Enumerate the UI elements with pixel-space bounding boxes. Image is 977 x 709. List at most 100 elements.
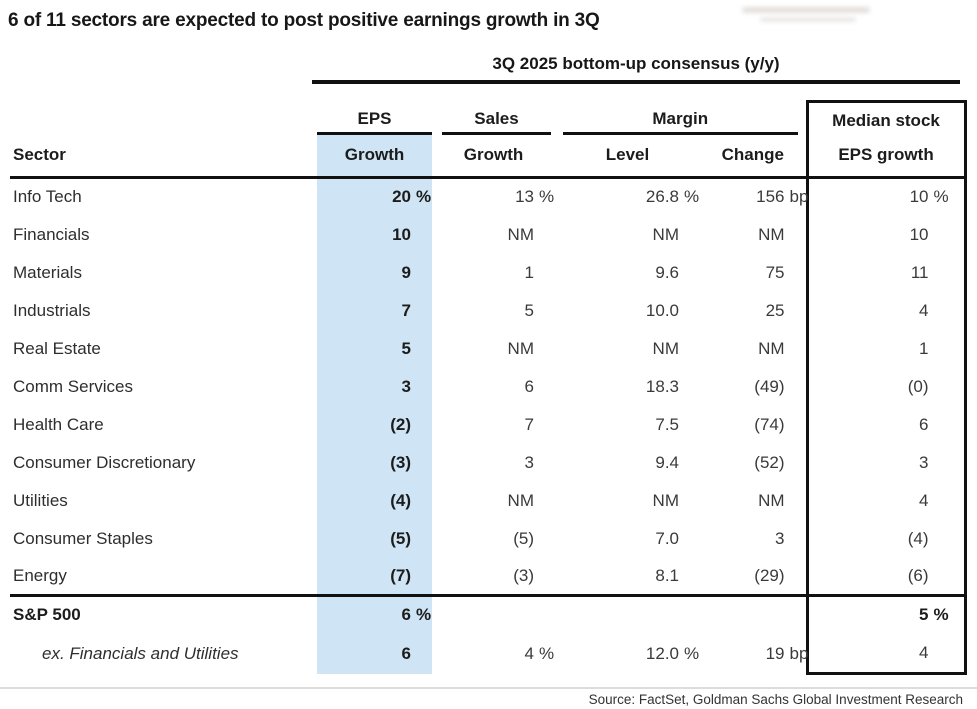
- margin-level-value: NM: [652, 224, 679, 244]
- sector-name: Info Tech: [13, 187, 82, 207]
- margin-level-value: NM: [652, 338, 679, 358]
- sector-name: Utilities: [13, 490, 68, 510]
- median-eps-growth-value: 11: [805, 253, 967, 292]
- margin-level-value: 9.6: [655, 262, 679, 282]
- margin-change-value: 75: [765, 262, 785, 282]
- source-attribution: Source: FactSet, Goldman Sachs Global In…: [588, 692, 963, 707]
- sales-growth-value: 6: [524, 376, 534, 396]
- col-group-margin: Margin: [555, 102, 807, 135]
- table-span-header: 3Q 2025 bottom-up consensus (y/y): [312, 54, 960, 84]
- sales-growth-value: (3): [513, 565, 534, 585]
- sector-name: Health Care: [13, 414, 104, 434]
- sector-name: Materials: [13, 262, 82, 282]
- margin-level-value: 26.8%: [645, 187, 700, 207]
- sector-earnings-table: EPS Sales Margin Median stock Sector Gro…: [10, 100, 967, 675]
- margin-change-value: NM: [758, 338, 785, 358]
- table-row-consumer-staples: Consumer Staples (5) (5) 7.0 3 (4): [10, 519, 967, 558]
- margin-change-value: (29): [754, 565, 785, 585]
- sales-growth-value: 1: [524, 262, 534, 282]
- sales-growth-value: NM: [507, 224, 534, 244]
- median-eps-growth-value: (6): [805, 557, 967, 596]
- sales-growth-value: (5): [513, 528, 534, 548]
- table-row-comm-services: Comm Services 3 6 18.3 (49) (0): [10, 367, 967, 406]
- margin-change-value: 19 bp: [765, 643, 809, 663]
- sales-growth-value: 3: [524, 452, 534, 472]
- eps-growth-value: (3): [317, 443, 432, 482]
- eps-growth-value: 6: [317, 633, 432, 674]
- col-header-sales-growth: Growth: [432, 134, 555, 179]
- margin-change-value: (49): [754, 376, 785, 396]
- empty-corner-cell: [10, 102, 317, 135]
- margin-level-value: [555, 594, 700, 634]
- col-group-sales: Sales: [432, 102, 555, 135]
- figure-title: 6 of 11 sectors are expected to post pos…: [8, 10, 600, 31]
- table-row-energy: Energy (7) (3) 8.1 (29) (6): [10, 557, 967, 596]
- margin-level-value: 12.0%: [645, 643, 700, 663]
- sales-growth-value: 5: [524, 300, 534, 320]
- table-row-materials: Materials 9 1 9.6 75 11: [10, 253, 967, 292]
- margin-level-value: 7.0: [655, 528, 679, 548]
- sales-growth-value: 7: [524, 414, 534, 434]
- col-group-eps: EPS: [317, 102, 432, 135]
- col-header-margin-level: Level: [555, 134, 700, 179]
- median-eps-growth-value: 10: [805, 215, 967, 254]
- median-eps-growth-value: 3: [805, 443, 967, 482]
- table-row-sp500-total: S&P 500 6% 5%: [10, 594, 967, 634]
- eps-growth-value: 20%: [317, 177, 432, 216]
- sales-growth-value: NM: [507, 490, 534, 510]
- table-row-financials: Financials 10 NM NM NM 10: [10, 215, 967, 254]
- margin-change-value: 25: [765, 300, 785, 320]
- margin-level-value: NM: [652, 490, 679, 510]
- median-eps-growth-value: 4: [805, 481, 967, 520]
- table-row-utilities: Utilities (4) NM NM NM 4: [10, 481, 967, 520]
- median-eps-growth-value: 4: [805, 291, 967, 330]
- median-eps-growth-value: 5%: [805, 594, 967, 634]
- margin-level-value: 8.1: [655, 565, 679, 585]
- sector-name: Comm Services: [13, 376, 133, 396]
- sales-growth-value: 13%: [515, 187, 555, 207]
- margin-change-value: (52): [754, 452, 785, 472]
- margin-change-value: NM: [758, 490, 785, 510]
- margin-level-value: 10.0: [645, 300, 679, 320]
- table-row-real-estate: Real Estate 5 NM NM NM 1: [10, 329, 967, 368]
- sector-name: Consumer Discretionary: [13, 452, 196, 472]
- col-group-median-stock: Median stock: [805, 100, 967, 135]
- eps-growth-value: 9: [317, 253, 432, 292]
- sector-name: Real Estate: [13, 338, 101, 358]
- table-row-health-care: Health Care (2) 7 7.5 (74) 6: [10, 405, 967, 444]
- print-artifact-smudge: [742, 7, 870, 22]
- eps-growth-value: 5: [317, 329, 432, 368]
- col-header-sector: Sector: [10, 134, 317, 179]
- margin-level-value: 18.3: [645, 376, 679, 396]
- sector-name: S&P 500: [10, 594, 317, 634]
- eps-growth-value: 10: [317, 215, 432, 254]
- sector-name: Financials: [13, 224, 90, 244]
- table-row-industrials: Industrials 7 5 10.0 25 4: [10, 291, 967, 330]
- sales-growth-value: 4%: [524, 643, 555, 663]
- margin-level-value: 7.5: [655, 414, 679, 434]
- sector-name: Industrials: [13, 300, 91, 320]
- median-eps-growth-value: (4): [805, 519, 967, 558]
- sector-name: ex. Financials and Utilities: [42, 643, 239, 663]
- sector-name: Energy: [13, 565, 67, 585]
- eps-growth-value: 3: [317, 367, 432, 406]
- margin-level-value: 9.4: [655, 452, 679, 472]
- margin-change-value: [700, 594, 808, 634]
- col-header-median-eps-growth: EPS growth: [805, 134, 967, 179]
- table-row-consumer-discretionary: Consumer Discretionary (3) 3 9.4 (52) 3: [10, 443, 967, 482]
- column-header-row: Sector Growth Growth Level Change EPS gr…: [10, 134, 967, 179]
- sales-growth-value: [432, 594, 555, 634]
- margin-change-value: NM: [758, 224, 785, 244]
- sector-name: Consumer Staples: [13, 528, 153, 548]
- bottom-divider: [0, 687, 977, 689]
- eps-growth-value: (5): [317, 519, 432, 558]
- eps-growth-value: 7: [317, 291, 432, 330]
- col-header-eps-growth: Growth: [317, 134, 432, 179]
- median-eps-growth-value: 6: [805, 405, 967, 444]
- eps-growth-value: (7): [317, 557, 432, 596]
- margin-change-value: (74): [754, 414, 785, 434]
- column-group-row: EPS Sales Margin Median stock: [10, 100, 967, 135]
- median-eps-growth-value: (0): [805, 367, 967, 406]
- margin-change-value: 3: [775, 528, 785, 548]
